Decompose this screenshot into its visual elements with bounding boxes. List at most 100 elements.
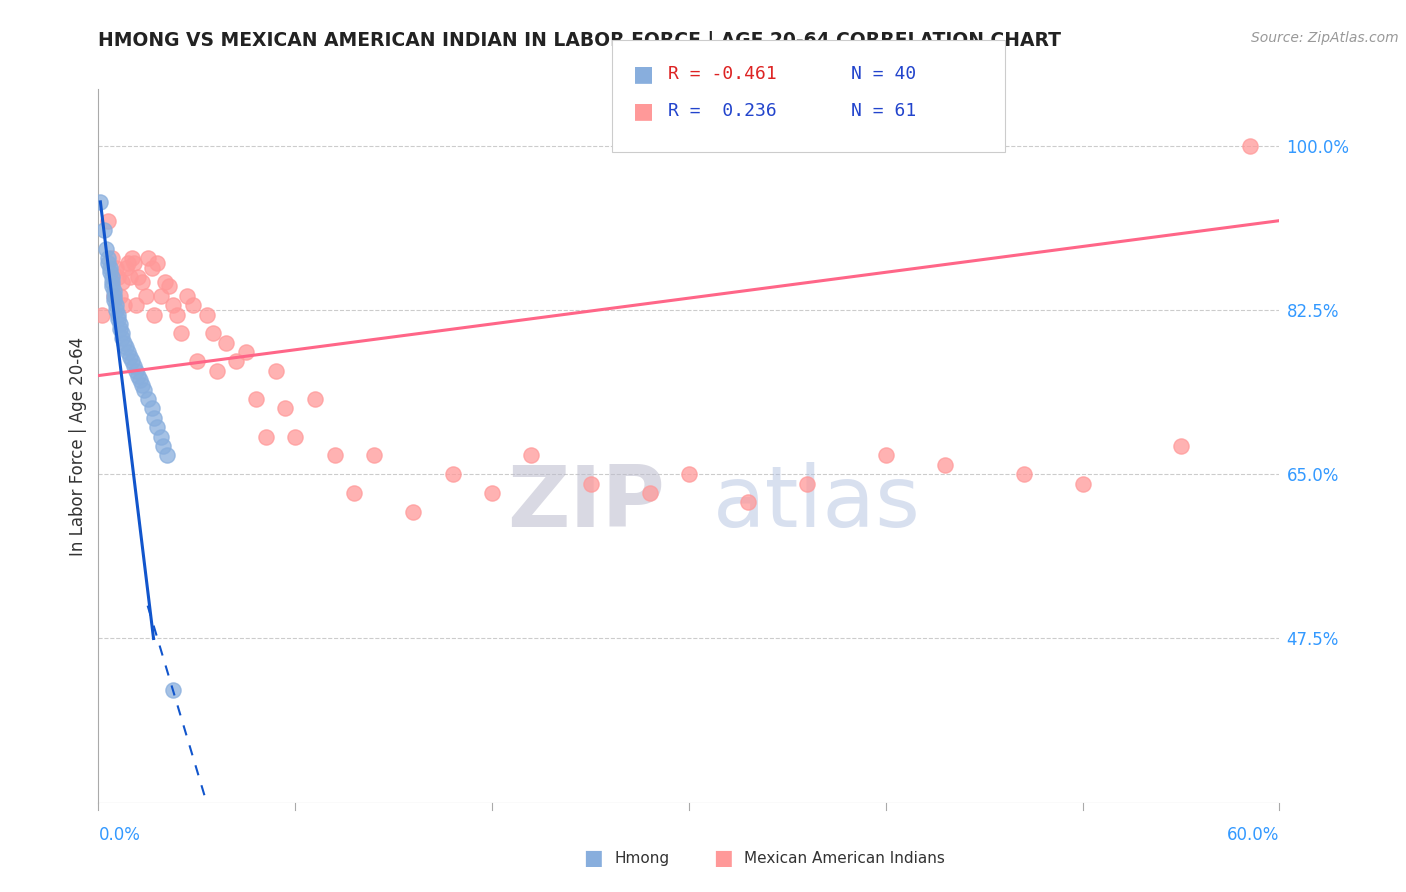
- Point: [146, 256, 169, 270]
- Point: [117, 345, 139, 359]
- Point: [142, 308, 165, 322]
- Point: [118, 270, 141, 285]
- Point: [402, 505, 425, 519]
- Point: [274, 401, 297, 416]
- Point: [181, 298, 204, 312]
- Point: [520, 449, 543, 463]
- Point: [162, 298, 184, 312]
- Point: [96, 242, 118, 256]
- Point: [105, 302, 128, 317]
- Point: [481, 486, 503, 500]
- Point: [115, 260, 138, 275]
- Point: [1170, 439, 1192, 453]
- Text: N = 61: N = 61: [851, 103, 915, 120]
- Text: R = -0.461: R = -0.461: [668, 65, 776, 83]
- Point: [89, 194, 111, 209]
- Point: [141, 401, 163, 416]
- Point: [128, 373, 150, 387]
- Point: [195, 308, 218, 322]
- Point: [1239, 138, 1261, 153]
- Point: [107, 270, 129, 285]
- Point: [441, 467, 464, 482]
- Y-axis label: In Labor Force | Age 20-64: In Labor Force | Age 20-64: [69, 336, 87, 556]
- Point: [136, 392, 159, 406]
- Point: [111, 326, 134, 341]
- Point: [112, 298, 135, 312]
- Point: [121, 354, 143, 368]
- Point: [122, 256, 145, 270]
- Point: [118, 350, 141, 364]
- Point: [135, 289, 157, 303]
- Point: [304, 392, 326, 406]
- Point: [111, 331, 134, 345]
- Point: [98, 265, 121, 279]
- Point: [678, 467, 700, 482]
- Point: [176, 289, 198, 303]
- Point: [638, 486, 661, 500]
- Point: [105, 260, 128, 275]
- Point: [115, 340, 138, 354]
- Text: N = 40: N = 40: [851, 65, 915, 83]
- Point: [363, 449, 385, 463]
- Point: [97, 256, 120, 270]
- Text: R =  0.236: R = 0.236: [668, 103, 776, 120]
- Point: [108, 289, 131, 303]
- Point: [105, 298, 128, 312]
- Point: [101, 275, 124, 289]
- Text: ZIP: ZIP: [508, 461, 665, 545]
- Text: 60.0%: 60.0%: [1227, 826, 1279, 844]
- Point: [125, 298, 148, 312]
- Point: [131, 378, 153, 392]
- Point: [146, 420, 169, 434]
- Point: [97, 251, 120, 265]
- Point: [127, 368, 149, 383]
- Point: [215, 335, 238, 350]
- Point: [121, 251, 143, 265]
- Point: [186, 354, 208, 368]
- Point: [162, 683, 184, 698]
- Point: [111, 275, 134, 289]
- Point: [150, 429, 173, 443]
- Point: [136, 251, 159, 265]
- Text: ■: ■: [633, 64, 654, 84]
- Point: [157, 279, 180, 293]
- Point: [155, 275, 177, 289]
- Point: [579, 476, 602, 491]
- Point: [737, 495, 759, 509]
- Point: [122, 359, 145, 374]
- Point: [152, 439, 174, 453]
- Point: [166, 308, 188, 322]
- Point: [93, 223, 115, 237]
- Text: Source: ZipAtlas.com: Source: ZipAtlas.com: [1251, 31, 1399, 45]
- Point: [875, 449, 897, 463]
- Point: [108, 321, 131, 335]
- Text: 0.0%: 0.0%: [98, 826, 141, 844]
- Point: [235, 345, 257, 359]
- Point: [127, 270, 149, 285]
- Text: ■: ■: [633, 102, 654, 121]
- Point: [323, 449, 346, 463]
- Point: [103, 284, 125, 298]
- Point: [117, 256, 139, 270]
- Point: [107, 312, 129, 326]
- Text: ■: ■: [713, 848, 733, 868]
- Point: [103, 293, 125, 308]
- Point: [150, 289, 173, 303]
- Point: [101, 270, 124, 285]
- Point: [343, 486, 366, 500]
- Point: [108, 317, 131, 331]
- Point: [142, 410, 165, 425]
- Text: ■: ■: [583, 848, 603, 868]
- Text: atlas: atlas: [713, 461, 921, 545]
- Point: [103, 289, 125, 303]
- Point: [101, 279, 124, 293]
- Point: [225, 354, 247, 368]
- Point: [131, 275, 153, 289]
- Text: Hmong: Hmong: [614, 851, 669, 865]
- Point: [141, 260, 163, 275]
- Point: [107, 308, 129, 322]
- Point: [112, 335, 135, 350]
- Point: [245, 392, 267, 406]
- Point: [98, 260, 121, 275]
- Point: [264, 364, 287, 378]
